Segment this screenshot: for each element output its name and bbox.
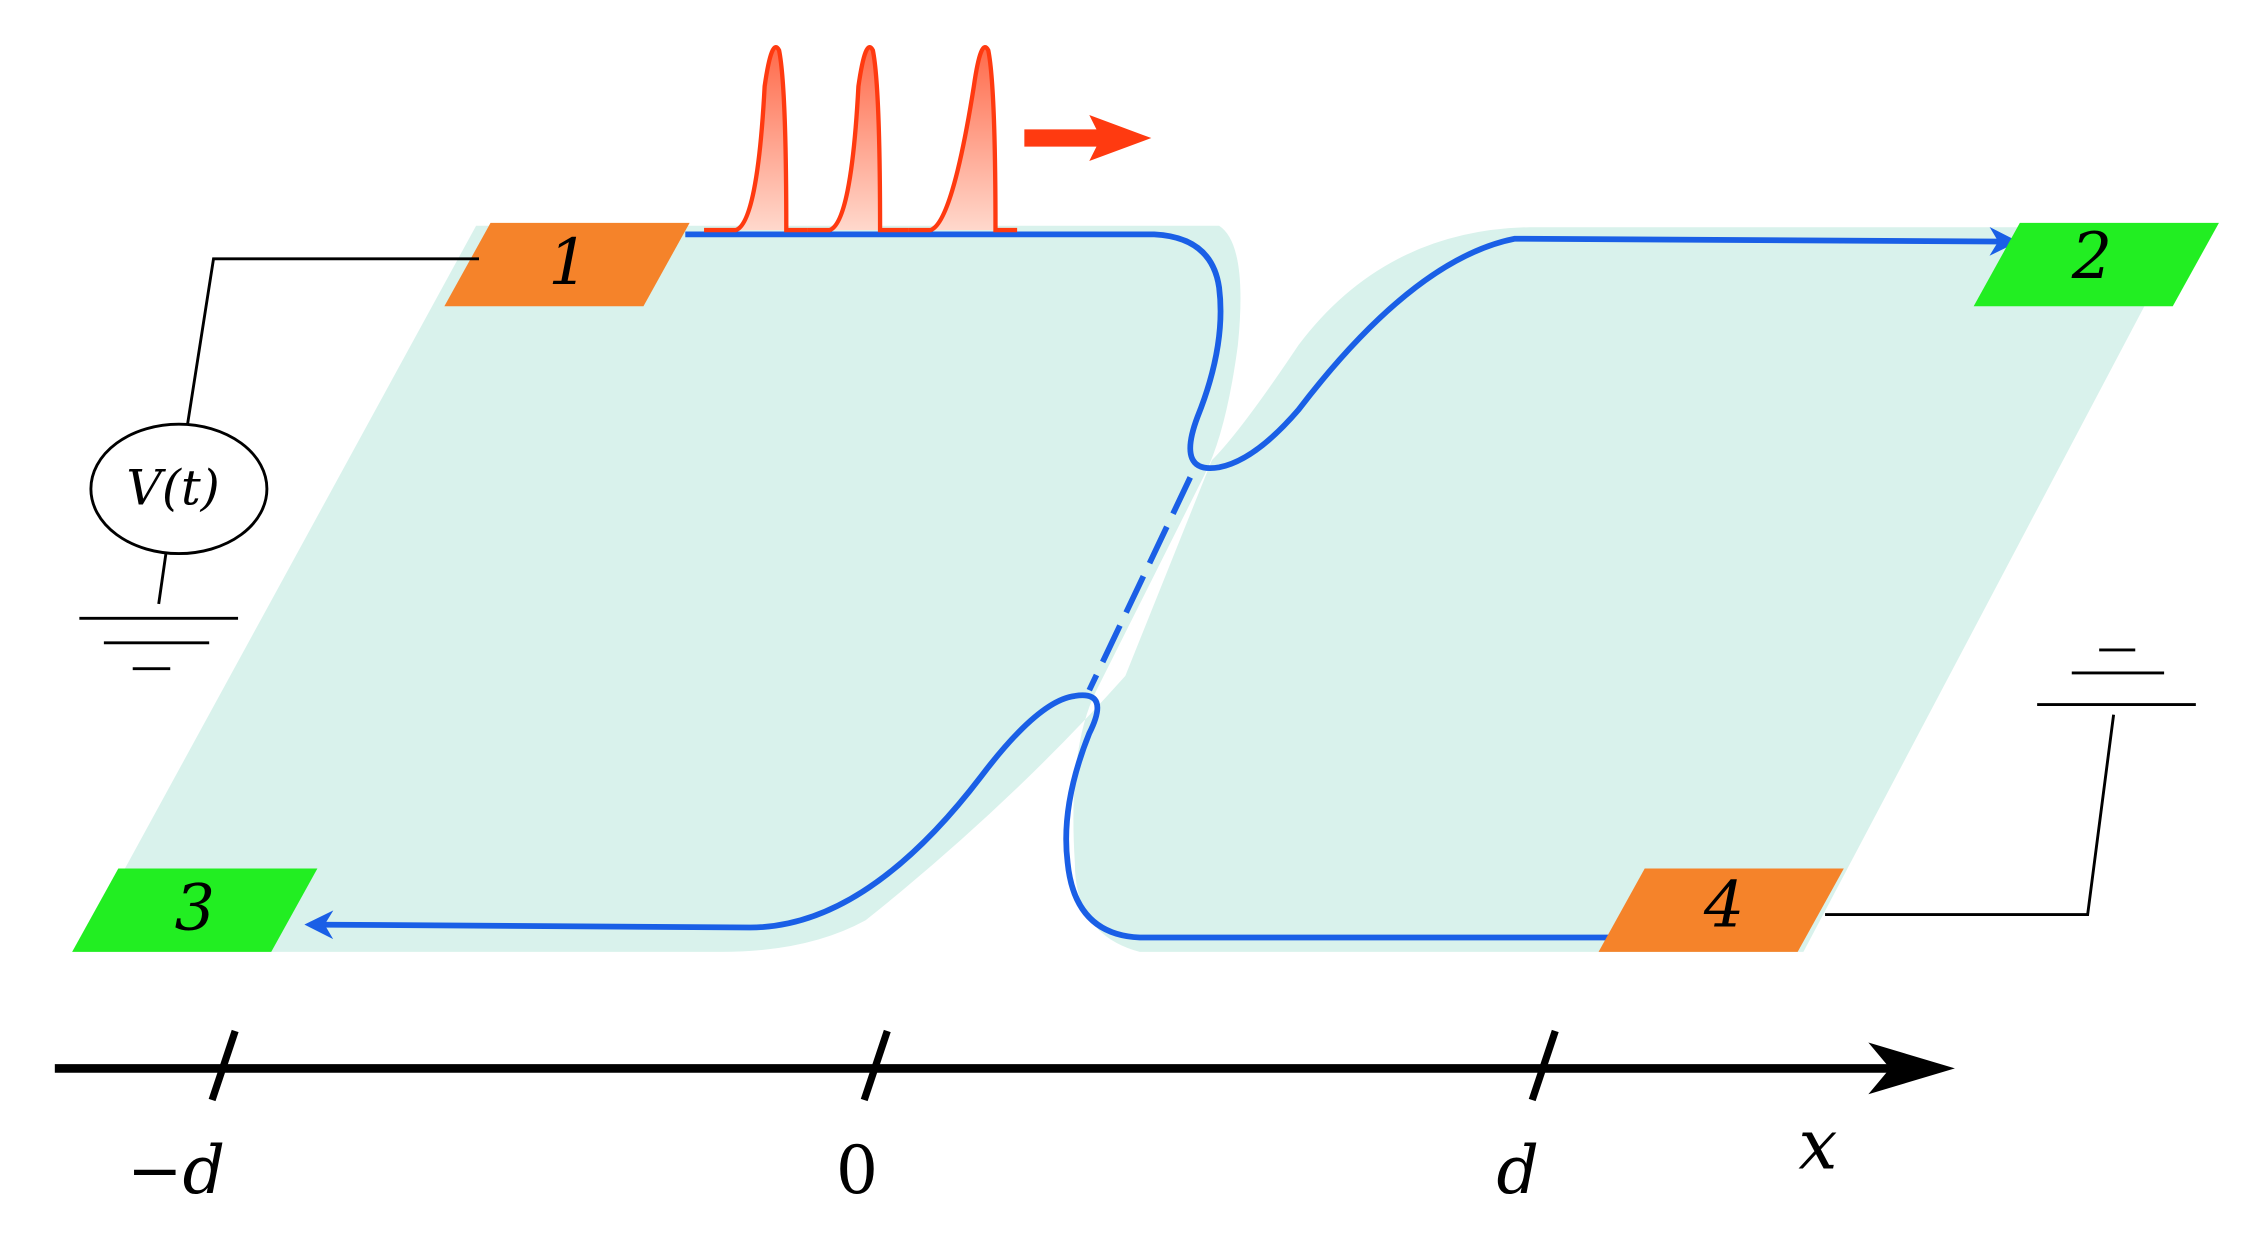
axis-label: x: [1798, 1105, 1837, 1185]
contact: [1973, 222, 2219, 307]
edge-channel-top: [685, 227, 2019, 471]
tick-label: −d: [127, 1132, 225, 1209]
sample: [79, 225, 2179, 952]
axis-ticks: [208, 1029, 1559, 1102]
pulses: [704, 45, 1018, 233]
tick-label: d: [1497, 1132, 1539, 1209]
direction-arrow: [1024, 115, 1152, 162]
contact: [72, 868, 318, 952]
contact-label: 2: [2071, 219, 2112, 293]
edge-channel-bottom: [304, 692, 1609, 941]
contact-label: 1: [548, 225, 588, 299]
contact: [444, 222, 690, 307]
contact-label: 4: [1703, 868, 1744, 942]
circuit: [79, 257, 2196, 916]
contact-label: 3: [175, 871, 215, 945]
voltage-source: [89, 422, 269, 556]
tick-label: 0: [836, 1132, 878, 1209]
tunneling: [1086, 476, 1193, 692]
x-axis-arrow: [1868, 1042, 1955, 1095]
source-label: V(t): [126, 459, 219, 516]
contact: [1598, 868, 1844, 952]
